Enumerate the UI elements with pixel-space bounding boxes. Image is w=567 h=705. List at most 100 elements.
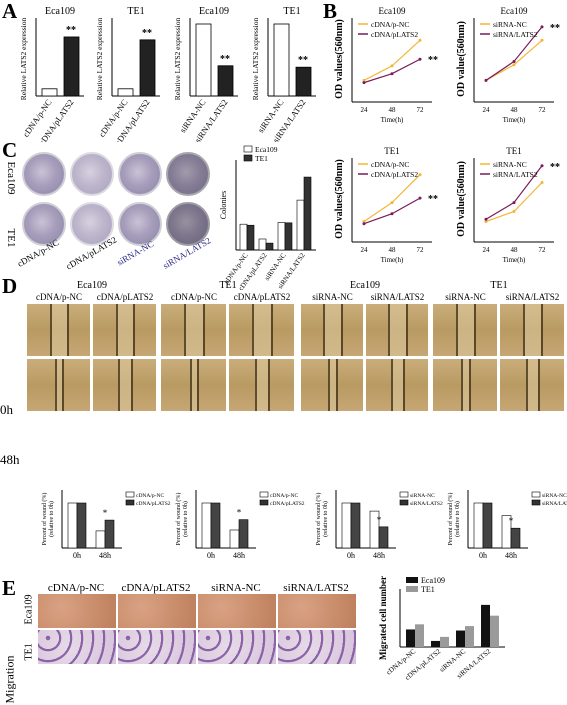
data-point — [540, 164, 544, 168]
x-tick-label: 48h — [505, 551, 517, 560]
bar — [210, 502, 221, 549]
bar — [456, 630, 465, 647]
wound-gap — [323, 304, 341, 356]
bar — [295, 66, 312, 97]
panel-label-c: C — [2, 138, 18, 162]
legend-label: siRNA/LATS2 — [542, 501, 567, 507]
x-tick-label: 72 — [417, 246, 425, 254]
chart-title: Eca109 — [199, 6, 229, 17]
legend-label: siRNA/LATS2 — [493, 170, 538, 179]
wound-image — [161, 359, 226, 411]
chart-title: TE1 — [127, 6, 144, 17]
bar — [265, 242, 274, 251]
wound-image — [93, 304, 156, 356]
legend-label: Eca109 — [255, 145, 278, 154]
legend-label: siRNA-NC — [493, 20, 527, 29]
colony-dish — [166, 152, 210, 196]
colony-chart: ColoniesEca109TE1cDNA/p-NCcDNA/pLATS2siR… — [219, 145, 316, 290]
bar — [303, 176, 312, 251]
wound-image — [301, 359, 363, 411]
data-point — [390, 212, 394, 216]
wound-group: Eca109 siRNA-NC siRNA/LATS2 — [300, 280, 430, 480]
row-label-0h: 0h — [0, 402, 13, 417]
significance-label: * — [237, 508, 242, 518]
y-axis-label-2: (relative to 0h) — [322, 501, 329, 537]
wound-group: TE1 siRNA-NC siRNA/LATS2 — [432, 280, 566, 480]
legend-swatch — [243, 154, 253, 162]
wound-group: TE1 cDNA/p-NC cDNA/pLATS2 — [160, 280, 296, 480]
legend-swatch — [399, 491, 409, 498]
chart-title: Eca109 — [45, 6, 75, 17]
significance-label: * — [103, 508, 108, 518]
legend-swatch — [125, 499, 135, 506]
wound-image — [433, 304, 497, 356]
significance-label: ** — [428, 55, 438, 66]
wound-edge — [197, 359, 200, 411]
colony-dish — [70, 152, 114, 196]
colony-dish — [118, 152, 162, 196]
colony-dish — [166, 202, 210, 246]
chart-title: TE1 — [506, 146, 522, 156]
x-tick-label: 24 — [361, 106, 369, 114]
significance-label: ** — [220, 54, 230, 65]
bar — [350, 502, 361, 549]
wound-edge — [525, 359, 528, 411]
bar — [406, 629, 415, 647]
x-tick-label: 48 — [511, 106, 519, 114]
wound-gap — [523, 304, 541, 356]
data-point — [512, 201, 516, 205]
legend-label: cDNA/p-NC — [371, 160, 409, 169]
significance-label: ** — [550, 23, 560, 34]
legend-swatch — [406, 586, 418, 592]
wound-edge — [130, 359, 133, 411]
wound-gap — [189, 359, 198, 411]
y-axis-label-2: (relative to 0h) — [182, 501, 189, 537]
significance-label: ** — [428, 194, 438, 205]
wound-edge — [335, 359, 338, 411]
legend-label: TE1 — [255, 154, 268, 163]
x-tick-label: 0h — [347, 551, 355, 560]
wound-edge — [133, 304, 136, 356]
wound-gap — [49, 304, 68, 356]
legend-swatch — [531, 491, 541, 498]
data-point — [540, 38, 544, 42]
wound-image — [366, 304, 428, 356]
legend-label: cDNA/pLATS2 — [270, 501, 305, 507]
panel-label-a: A — [2, 0, 18, 23]
bar — [195, 23, 212, 97]
legend-label: cDNA/p-NC — [136, 493, 164, 499]
wound-edge — [323, 304, 326, 356]
wound-image — [27, 359, 90, 411]
col-label: cDNA/p-NC — [36, 292, 82, 302]
y-axis-label: Migrated cell number — [378, 576, 388, 660]
bar — [284, 222, 293, 251]
bar — [482, 502, 493, 549]
x-tick-label: 72 — [539, 106, 547, 114]
wound-edge — [268, 359, 270, 411]
wound-image — [229, 304, 294, 356]
bar — [378, 526, 389, 549]
legend-label: siRNA/LATS2 — [493, 30, 538, 39]
wound-group: Eca109 cDNA/p-NC cDNA/pLATS2 — [26, 280, 158, 480]
wound-edge — [461, 359, 464, 411]
wound-gap — [118, 359, 131, 411]
data-point — [418, 173, 422, 177]
x-tick-label: 0h — [207, 551, 215, 560]
col-label: cDNA/pLATS2 — [96, 292, 154, 302]
data-point — [484, 220, 488, 224]
x-tick-label: 48h — [99, 551, 111, 560]
legend-swatch — [125, 491, 135, 498]
y-axis-label: Relative LATS2 expression — [251, 18, 260, 101]
x-tick-label: 72 — [539, 246, 547, 254]
y-axis-label: Colonies — [219, 191, 228, 219]
wound-edge — [189, 359, 192, 411]
col-label: cDNA/p-NC — [171, 292, 217, 302]
wound-image — [500, 304, 564, 356]
wound-edge — [252, 304, 255, 356]
bar — [104, 519, 115, 549]
y-axis-label: OD value(560nm) — [456, 161, 467, 237]
legend-label: siRNA-NC — [493, 160, 527, 169]
data-point — [512, 59, 516, 63]
wound-gap — [456, 304, 474, 356]
data-point — [484, 78, 488, 82]
